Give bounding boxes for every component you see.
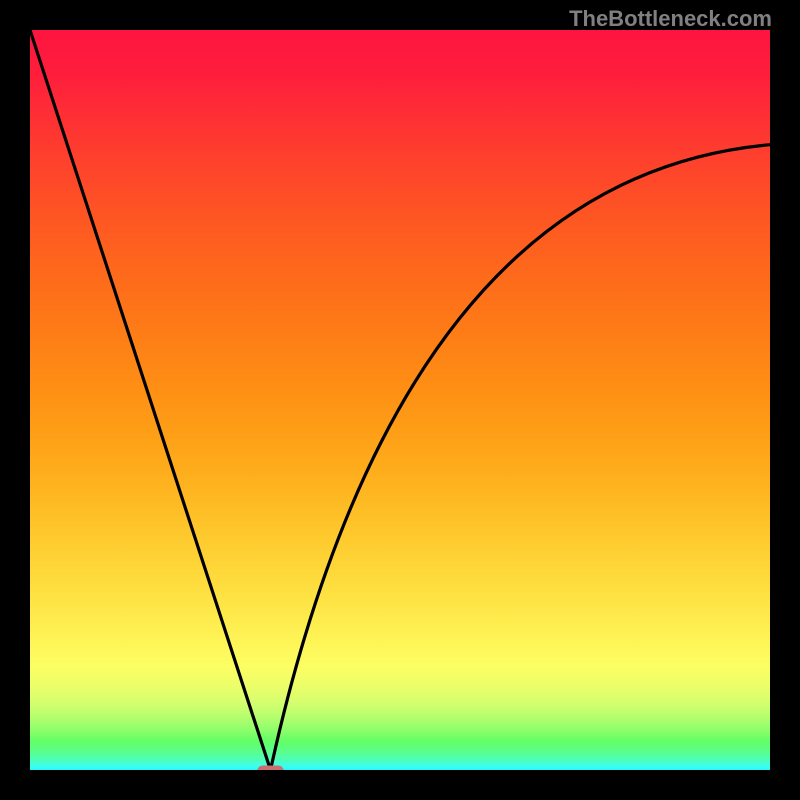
bottleneck-curve <box>30 30 770 770</box>
minimum-marker <box>258 766 284 770</box>
chart-container: TheBottleneck.com <box>0 0 800 800</box>
watermark-text: TheBottleneck.com <box>569 6 772 32</box>
plot-area <box>30 30 770 770</box>
